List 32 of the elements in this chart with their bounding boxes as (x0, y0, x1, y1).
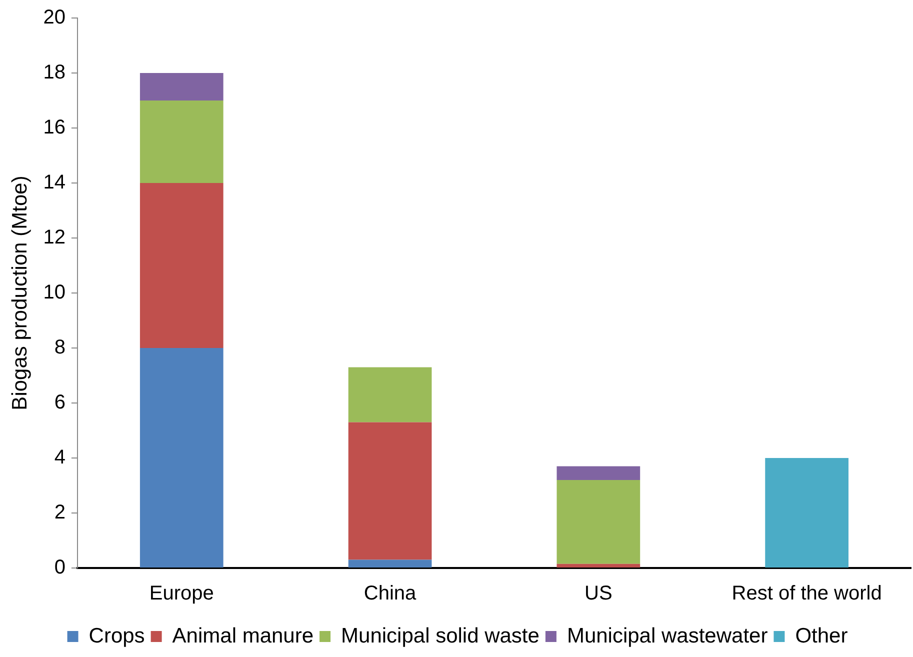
bar (348, 560, 432, 568)
y-tick-label: 12 (43, 226, 66, 249)
y-tick-label: 14 (43, 172, 66, 194)
y-tick-label: 16 (43, 116, 66, 139)
y-tick-label: 18 (43, 62, 66, 84)
y-tick-label: 2 (54, 502, 66, 524)
y-tick-label: 4 (54, 446, 66, 469)
legend-label: Municipal solid waste (341, 624, 540, 648)
x-tick-label: Europe (149, 582, 214, 605)
x-tick-label: Rest of the world (732, 582, 882, 605)
bar (556, 466, 640, 480)
y-tick-label: 20 (43, 6, 66, 29)
bar (140, 100, 224, 183)
bar (556, 480, 640, 564)
x-tick-label: China (364, 582, 418, 605)
bar (140, 73, 224, 100)
x-tick-label: US (584, 582, 612, 605)
bar (140, 348, 224, 568)
y-tick-label: 0 (54, 556, 66, 579)
y-tick-label: 8 (54, 336, 66, 359)
bar (765, 458, 848, 568)
bar (348, 422, 432, 560)
legend-label: Other (795, 624, 848, 648)
y-tick-label: 10 (43, 282, 66, 304)
bar (348, 367, 432, 422)
y-axis-title: Biogas production (Mtoe) (8, 176, 32, 410)
legend-label: Animal manure (172, 624, 314, 648)
legend-label: Crops (88, 624, 145, 648)
y-tick-label: 6 (54, 392, 66, 414)
bar (140, 183, 224, 348)
bar (556, 564, 640, 568)
legend-label: Municipal wastewater (566, 624, 768, 648)
